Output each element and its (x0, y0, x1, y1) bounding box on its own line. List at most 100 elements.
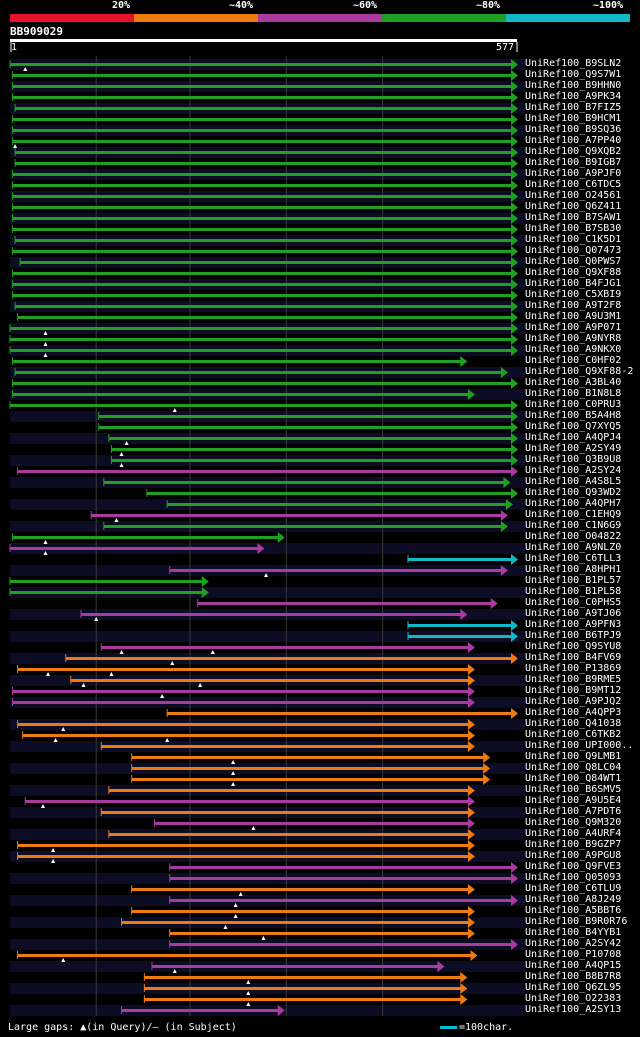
hit-label[interactable]: UniRef100_Q05093 (525, 872, 622, 883)
hit-label[interactable]: UniRef100_Q9S7W1 (525, 69, 622, 80)
hit-label[interactable]: UniRef100_O22383 (525, 993, 622, 1004)
hit-label[interactable]: UniRef100_A9PJQ2 (525, 696, 622, 707)
hit-label[interactable]: UniRef100_Q41038 (525, 718, 622, 729)
hit-label[interactable]: UniRef100_B9MT12 (525, 685, 622, 696)
hit-end-arrow (467, 851, 475, 862)
hit-label[interactable]: UniRef100_A2SY13 (525, 1004, 622, 1015)
hit-bar (91, 514, 502, 517)
hit-label[interactable]: UniRef100_C1K5D1 (525, 234, 622, 245)
hit-label[interactable]: UniRef100_A8HPH1 (525, 564, 622, 575)
hit-bar (10, 404, 512, 407)
hit-label[interactable]: UniRef100_Q9SYU8 (525, 641, 622, 652)
hit-label[interactable]: UniRef100_A4QPP3 (525, 707, 622, 718)
hit-label[interactable]: UniRef100_Q9M320 (525, 817, 622, 828)
hit-label[interactable]: UniRef100_A4URF4 (525, 828, 622, 839)
hit-bar (12, 250, 512, 253)
hit-label[interactable]: UniRef100_A9NKX0 (525, 344, 622, 355)
hit-label[interactable]: UniRef100_A5BBT6 (525, 905, 622, 916)
hit-label[interactable]: UniRef100_Q9XF88 (525, 267, 622, 278)
hit-label[interactable]: UniRef100_B1N8L8 (525, 388, 622, 399)
hit-label[interactable]: UniRef100_O24561 (525, 190, 622, 201)
hit-label[interactable]: UniRef100_B9HHN0 (525, 80, 622, 91)
hit-label[interactable]: UniRef100_B4FJG1 (525, 278, 622, 289)
hit-label[interactable]: UniRef100_B7FIZ5 (525, 102, 622, 113)
hit-label[interactable]: UniRef100_Q9XQB2 (525, 146, 622, 157)
hit-label[interactable]: UniRef100_A2SY42 (525, 938, 622, 949)
hit-end-arrow (511, 301, 518, 312)
hit-label[interactable]: UniRef100_C6TKB2 (525, 729, 622, 740)
hit-label[interactable]: UniRef100_B7SAW1 (525, 212, 622, 223)
hit-label[interactable]: UniRef100_C0PHS5 (525, 597, 622, 608)
hit-label[interactable]: UniRef100_A9PJF0 (525, 168, 622, 179)
hit-bar (144, 976, 462, 979)
hit-label[interactable]: UniRef100_B9IGB7 (525, 157, 622, 168)
hit-label[interactable]: UniRef100_B8B7R8 (525, 971, 622, 982)
hit-label[interactable]: UniRef100_A9PK34 (525, 91, 622, 102)
hit-label[interactable]: UniRef100_A9U5E4 (525, 795, 622, 806)
hit-label[interactable]: UniRef100_B5A4H8 (525, 410, 622, 421)
hit-label[interactable]: UniRef100_A2SY49 (525, 443, 622, 454)
hit-label[interactable]: UniRef100_A2SY24 (525, 465, 622, 476)
hit-label[interactable]: UniRef100_B1PL57 (525, 575, 622, 586)
hit-label[interactable]: UniRef100_B9R0R76 (525, 916, 628, 927)
hit-label[interactable]: UniRef100_A4S8L5 (525, 476, 622, 487)
hit-label[interactable]: UniRef100_C1N6G9 (525, 520, 622, 531)
hit-label[interactable]: UniRef100_Q8LC04 (525, 762, 622, 773)
hit-label[interactable]: UniRef100_Q0PWS7 (525, 256, 622, 267)
hit-label[interactable]: UniRef100_Q6ZL95 (525, 982, 622, 993)
hit-label[interactable]: UniRef100_P13869 (525, 663, 622, 674)
hit-label[interactable]: UniRef100_Q6Z411 (525, 201, 622, 212)
hit-label[interactable]: UniRef100_A9TJ06 (525, 608, 622, 619)
hit-label[interactable]: UniRef100_A9PFN3 (525, 619, 622, 630)
hit-label[interactable]: UniRef100_O04822 (525, 531, 622, 542)
hit-label[interactable]: UniRef100_C0PRU3 (525, 399, 622, 410)
hit-label[interactable]: UniRef100_Q9XF88-2 (525, 366, 634, 377)
hit-label[interactable]: UniRef100_A8J249 (525, 894, 622, 905)
hit-label[interactable]: UniRef100_B7SB30 (525, 223, 622, 234)
hit-label[interactable]: UniRef100_Q07473 (525, 245, 622, 256)
hit-label[interactable]: UniRef100_A9PGU8 (525, 850, 622, 861)
hit-label[interactable]: UniRef100_B9GZP7 (525, 839, 622, 850)
hit-end-arrow (467, 697, 475, 708)
hit-label[interactable]: UniRef100_Q93WD2 (525, 487, 622, 498)
hit-label[interactable]: UniRef100_C6TLL3 (525, 553, 622, 564)
hit-end-arrow (437, 961, 445, 972)
hit-label[interactable]: UniRef100_A7PP40 (525, 135, 622, 146)
hit-label[interactable]: UniRef100_A4QPH7 (525, 498, 622, 509)
hit-label[interactable]: UniRef100_C5XBI9 (525, 289, 622, 300)
query-gap-marker (264, 573, 269, 577)
hit-bar (167, 503, 507, 506)
hit-label[interactable]: UniRef100_B9RME5 (525, 674, 622, 685)
hit-label[interactable]: UniRef100_B1PL58 (525, 586, 622, 597)
hit-label[interactable]: UniRef100_A7PDT6 (525, 806, 622, 817)
hit-label[interactable]: UniRef100_A3BL40 (525, 377, 622, 388)
hit-label[interactable]: UniRef100_C1EHQ9 (525, 509, 622, 520)
hit-label[interactable]: UniRef100_A9T2F8 (525, 300, 622, 311)
hit-end-arrow (511, 620, 518, 631)
hit-label[interactable]: UniRef100_Q84WT1 (525, 773, 622, 784)
hit-label[interactable]: UniRef100_Q7XYQ5 (525, 421, 622, 432)
hit-label[interactable]: UniRef100_A9NYR8 (525, 333, 622, 344)
hit-label[interactable]: UniRef100_B9SLN2 (525, 58, 622, 69)
hit-label[interactable]: UniRef100_A9U3M1 (525, 311, 622, 322)
hit-label[interactable]: UniRef100_UPI000.. (525, 740, 634, 751)
hit-label[interactable]: UniRef100_B9HCM1 (525, 113, 622, 124)
hit-label[interactable]: UniRef100_A9NLZ0 (525, 542, 622, 553)
query-gap-marker (165, 738, 170, 742)
hit-label[interactable]: UniRef100_A4QPJ4 (525, 432, 622, 443)
hit-label[interactable]: UniRef100_A4QP15 (525, 960, 622, 971)
hit-end-arrow (511, 59, 518, 70)
hit-label[interactable]: UniRef100_B6SMV5 (525, 784, 622, 795)
hit-label[interactable]: UniRef100_Q9FVE3 (525, 861, 622, 872)
hit-label[interactable]: UniRef100_A9P071 (525, 322, 622, 333)
hit-label[interactable]: UniRef100_Q9LMB1 (525, 751, 622, 762)
hit-label[interactable]: UniRef100_Q3B9U8 (525, 454, 622, 465)
hit-label[interactable]: UniRef100_C0HF02 (525, 355, 622, 366)
hit-label[interactable]: UniRef100_B6TPJ9 (525, 630, 622, 641)
hit-label[interactable]: UniRef100_C6TDC5 (525, 179, 622, 190)
hit-label[interactable]: UniRef100_B9SQ36 (525, 124, 622, 135)
hit-label[interactable]: UniRef100_C6TLU9 (525, 883, 622, 894)
hit-label[interactable]: UniRef100_P10708 (525, 949, 622, 960)
hit-label[interactable]: UniRef100_B4FV69 (525, 652, 622, 663)
hit-label[interactable]: UniRef100_B4YYB1 (525, 927, 622, 938)
